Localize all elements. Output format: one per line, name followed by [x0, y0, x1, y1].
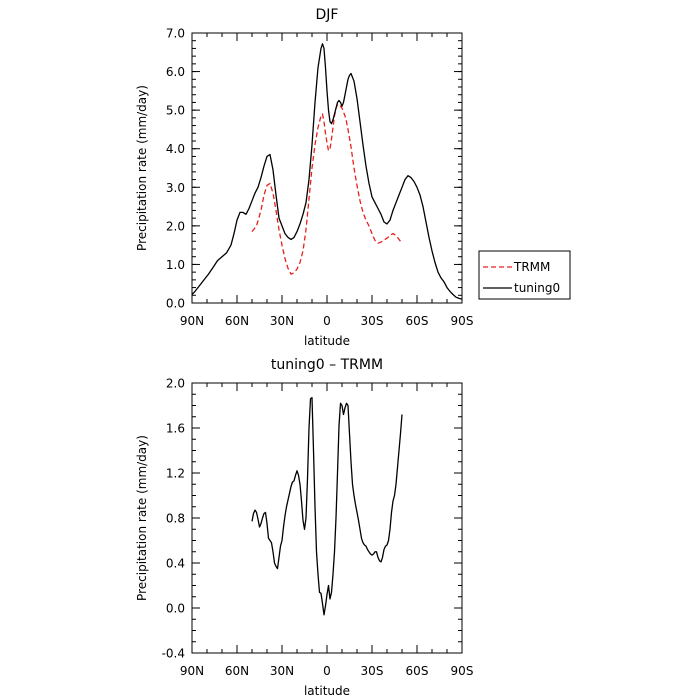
y-tick-label: 5.0	[166, 104, 185, 118]
series-line-tuning0	[191, 43, 463, 300]
legend-box	[478, 250, 571, 300]
y-tick-label: 1.0	[166, 258, 185, 272]
x-axis-label: latitude	[304, 334, 350, 348]
x-tick-label: 30S	[361, 314, 384, 328]
y-axis-label: Precipitation rate (mm/day)	[135, 435, 149, 601]
x-tick-label: 60N	[225, 314, 249, 328]
legend-label-trmm: TRMM	[513, 260, 550, 274]
x-tick-label: 90S	[451, 664, 474, 678]
series-line-trmm	[251, 103, 403, 275]
y-axis-label: Precipitation rate (mm/day)	[135, 85, 149, 251]
y-tick-label: 6.0	[166, 65, 185, 79]
x-tick-label: 0	[323, 314, 331, 328]
series-line-difference	[251, 396, 403, 616]
x-tick-label: 60N	[225, 664, 249, 678]
x-tick-label: 90S	[451, 314, 474, 328]
y-tick-label: 0.0	[166, 297, 185, 311]
y-tick-label: 1.6	[166, 422, 185, 436]
x-tick-label: 60S	[406, 664, 429, 678]
y-tick-label: 2.0	[166, 219, 185, 233]
y-tick-label: 0.4	[166, 557, 185, 571]
x-tick-label: 60S	[406, 314, 429, 328]
x-tick-label: 30N	[270, 664, 294, 678]
y-tick-label: 1.2	[166, 467, 185, 481]
x-tick-label: 30N	[270, 314, 294, 328]
plot-frame	[191, 32, 463, 304]
chart-title: DJF	[316, 7, 339, 23]
x-axis-label: latitude	[304, 684, 350, 698]
y-tick-label: 2.0	[166, 377, 185, 391]
x-tick-label: 0	[323, 664, 331, 678]
chart-panel-2: 90N 60N 30N 0 30S 60S 90S -0.4 0.0 0.4 0.8 1.2 1.6 2.…	[135, 357, 473, 698]
y-tick-label: 3.0	[166, 181, 185, 195]
chart-panel-1: 90N 60N 30N 0 30S 60S 90S 0.0 1.0 2.0 3.0 4.0 5.0 6.0…	[135, 7, 571, 348]
legend: TRMM tuning0	[478, 250, 571, 300]
x-tick-label: 90N	[180, 314, 204, 328]
legend-label-tuning0: tuning0	[514, 281, 560, 295]
y-tick-label: 0.8	[166, 512, 185, 526]
y-tick-label: 4.0	[166, 142, 185, 156]
y-tick-label: -0.4	[162, 647, 185, 661]
plot-frame	[191, 382, 463, 654]
chart-title: tuning0 – TRMM	[271, 357, 383, 373]
x-tick-label: 90N	[180, 664, 204, 678]
y-tick-label: 7.0	[166, 27, 185, 41]
x-tick-label: 30S	[361, 664, 384, 678]
y-tick-label: 0.0	[166, 602, 185, 616]
